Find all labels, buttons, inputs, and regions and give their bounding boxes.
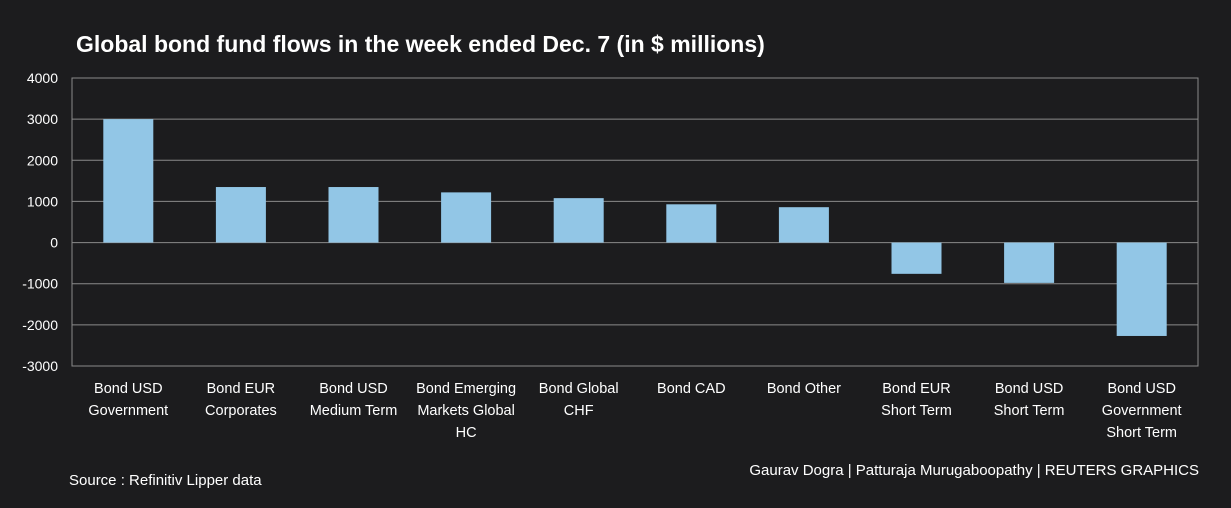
x-category-label-line: Corporates [205, 403, 277, 419]
x-category-label-line: Government [1102, 403, 1182, 419]
x-category-label-line: Short Term [994, 403, 1065, 419]
x-category-label: Bond EUR Short Term [881, 381, 952, 419]
x-category-label: Bond CAD [657, 381, 726, 397]
x-category-label-line: Bond CAD [657, 381, 726, 397]
x-category-label: Bond Other [767, 381, 841, 397]
x-category-label: Bond EUR Corporates [205, 381, 277, 419]
x-category-label: Bond USD Short Term [994, 381, 1065, 419]
bar [103, 119, 154, 243]
chart-title: Global bond fund flows in the week ended… [76, 31, 765, 57]
bar [328, 187, 379, 243]
x-category-label-line: CHF [564, 403, 594, 419]
x-category-label-line: Bond EUR [882, 381, 951, 397]
x-category-label-line: Bond Global [539, 381, 619, 397]
x-category-label: Bond USD Government [88, 381, 168, 419]
y-tick-label: 1000 [27, 193, 58, 209]
y-axis-tick-labels: 4000 3000 2000 1000 0 -1000 -2000 -3000 [22, 70, 58, 374]
y-tick-label: 3000 [27, 111, 58, 127]
x-category-label-line: Bond USD [319, 381, 388, 397]
x-category-label: Bond Emerging Markets Global HC [416, 381, 516, 441]
x-category-label-line: HC [456, 425, 477, 441]
y-tick-label: -1000 [22, 276, 58, 292]
bar [891, 242, 942, 274]
x-category-label-line: Bond USD [1107, 381, 1176, 397]
bar [778, 207, 829, 243]
x-category-label-line: Markets Global [417, 403, 515, 419]
bar [441, 192, 492, 243]
bar [666, 204, 717, 243]
y-tick-label: 2000 [27, 152, 58, 168]
x-category-label-line: Bond USD [94, 381, 163, 397]
x-category-label: Bond Global CHF [539, 381, 619, 419]
bar [553, 198, 604, 243]
y-tick-label: -3000 [22, 358, 58, 374]
y-tick-label: -2000 [22, 317, 58, 333]
credit-line: Gaurav Dogra | Patturaja Murugaboopathy … [749, 462, 1199, 479]
bar [1116, 242, 1167, 336]
x-category-label: Bond USD Government Short Term [1102, 381, 1182, 441]
source-note: Source : Refinitiv Lipper data [69, 472, 262, 489]
x-category-label-line: Bond Emerging [416, 381, 516, 397]
bar-chart: 4000 3000 2000 1000 0 -1000 -2000 -3000 Bond US… [22, 70, 1199, 441]
x-category-label-line: Bond USD [995, 381, 1064, 397]
x-category-label-line: Short Term [1106, 425, 1177, 441]
x-category-label: Bond USD Medium Term [310, 381, 398, 419]
bar [215, 187, 266, 243]
bar [1004, 242, 1055, 283]
y-tick-label: 4000 [27, 70, 58, 86]
y-tick-label: 0 [50, 235, 58, 251]
x-category-label-line: Short Term [881, 403, 952, 419]
x-category-label-line: Bond Other [767, 381, 841, 397]
x-category-label-line: Government [88, 403, 168, 419]
x-category-label-line: Medium Term [310, 403, 398, 419]
bars [103, 119, 1167, 336]
x-category-label-line: Bond EUR [207, 381, 276, 397]
plot-frame [71, 77, 1199, 367]
